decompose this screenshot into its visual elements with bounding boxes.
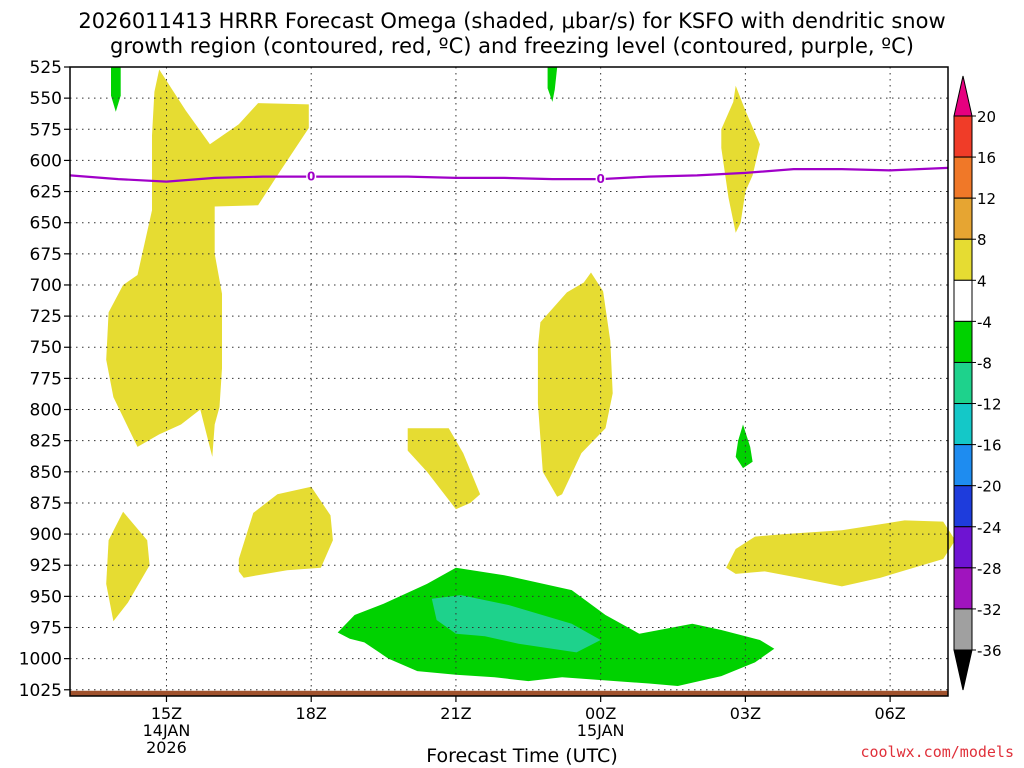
x-tick-label-15Z: 15Z: [151, 704, 182, 723]
colorbar-legend: 20 16 12 8 4 -4 -8 -12 -16 -20 -24 -28 -32 -36: [953, 75, 1002, 691]
colorbar-label--12: -12: [977, 396, 1002, 414]
y-tick-label-700: 700: [30, 276, 62, 296]
omega-region-rising-4to8-mid-21z: [407, 428, 481, 510]
colorbar-label--24: -24: [977, 519, 1002, 537]
y-tick-label-950: 950: [30, 587, 62, 607]
colorbar-swatch: [953, 361, 973, 405]
colorbar-label--28: -28: [977, 560, 1002, 578]
x-tick-label-03Z: 03Z: [730, 704, 761, 723]
x-tick-label-00Z: 00Z: [585, 704, 616, 723]
colorbar-swatch: [953, 608, 973, 651]
x-tick-sublabel: 15JAN: [577, 721, 625, 740]
omega-region-rising-4to8-mid-23z: [537, 272, 613, 497]
colorbar-label--4: -4: [977, 313, 992, 331]
chart-title-line2: growth region (contoured, red, ºC) and f…: [110, 34, 914, 58]
omega-region-sinking-minus4to8-top-23z: [547, 67, 558, 102]
chart-title-line1: 2026011413 HRRR Forecast Omega (shaded, …: [78, 9, 946, 33]
y-tick-label-725: 725: [30, 307, 62, 327]
omega-region-sinking-minus4to8-850-03z: [735, 424, 753, 469]
colorbar-swatch: [953, 444, 973, 487]
omega-region-rising-4to8-low-right: [726, 520, 956, 587]
colorbar-swatch: [953, 526, 973, 569]
omega-region-sinking-minus4to8-top-14z: [111, 67, 121, 112]
x-axis-label: Forecast Time (UTC): [426, 745, 618, 767]
y-tick-label-775: 775: [30, 369, 62, 389]
y-tick-label-1000: 1000: [19, 650, 62, 670]
colorbar-swatch: [953, 279, 973, 322]
colorbar-swatch: [953, 156, 973, 199]
x-tick-label-18Z: 18Z: [296, 704, 327, 723]
y-tick-label-550: 550: [30, 89, 62, 109]
colorbar-swatch: [953, 238, 973, 281]
y-tick-label-925: 925: [30, 556, 62, 576]
colorbar-label--32: -32: [977, 601, 1002, 619]
colorbar-label--36: -36: [977, 642, 1002, 660]
y-tick-label-825: 825: [30, 432, 62, 452]
colorbar-label-12: 12: [977, 190, 996, 208]
x-tick-label-06Z: 06Z: [874, 704, 905, 723]
y-tick-label-800: 800: [30, 401, 62, 421]
colorbar-label-20: 20: [977, 108, 996, 126]
plot-frame: [69, 66, 949, 697]
y-tick-label-975: 975: [30, 618, 62, 638]
y-tick-label-650: 650: [30, 214, 62, 234]
y-tick-label-875: 875: [30, 494, 62, 514]
freezing-level-label: 0: [596, 172, 604, 186]
colorbar-swatch: [953, 567, 973, 610]
x-tick-sublabel: 2026: [146, 738, 187, 757]
colorbar-swatch: [953, 403, 973, 446]
omega-region-rising-4to8-low-18z: [238, 486, 333, 578]
colorbar-bottom-triangle: [953, 649, 973, 691]
omega-shaded-regions: [106, 67, 956, 686]
y-tick-label-750: 750: [30, 338, 62, 358]
colorbar-swatch: [953, 115, 973, 158]
colorbar-swatch: [953, 320, 973, 363]
omega-region-rising-4to8-low-left: [106, 511, 150, 622]
y-tick-label-625: 625: [30, 183, 62, 203]
colorbar-label--20: -20: [977, 478, 1002, 496]
y-tick-label-1025: 1025: [19, 681, 62, 701]
y-tick-label-575: 575: [30, 120, 62, 140]
y-tick-label-600: 600: [30, 151, 62, 171]
y-tick-label-525: 525: [30, 58, 62, 78]
colorbar-swatch: [953, 485, 973, 528]
x-tick-label-21Z: 21Z: [440, 704, 471, 723]
colorbar-label--8: -8: [977, 354, 992, 372]
freezing-label-bg: [306, 169, 317, 183]
colorbar-label-16: 16: [977, 149, 996, 167]
colorbar-top-triangle: [953, 75, 973, 117]
x-tick-sublabel: 14JAN: [143, 721, 191, 740]
freezing-level-line: [69, 166, 949, 183]
colorbar-label-4: 4: [977, 272, 987, 290]
y-tick-label-850: 850: [30, 463, 62, 483]
freezing-level-label: 0: [307, 170, 315, 184]
y-tick-label-675: 675: [30, 245, 62, 265]
watermark: coolwx.com/models: [860, 743, 1014, 761]
ground-strip: [70, 690, 948, 696]
grid-lines: [70, 66, 948, 696]
omega-region-sinking-minus8to12-core: [431, 595, 601, 653]
colorbar-label--16: -16: [977, 437, 1002, 455]
ground-layer: [70, 690, 948, 696]
y-tick-label-900: 900: [30, 525, 62, 545]
omega-region-rising-4to8-left-column: [106, 69, 309, 457]
colorbar-label-8: 8: [977, 231, 987, 249]
freezing-label-bg: [595, 172, 606, 186]
y-axis-ticks: 525 550 575 600 625 650 675 700 725 750 775 800 825 8…: [19, 58, 70, 701]
omega-region-rising-4to8-upper-03z: [721, 85, 760, 233]
colorbar-swatch: [953, 197, 973, 240]
